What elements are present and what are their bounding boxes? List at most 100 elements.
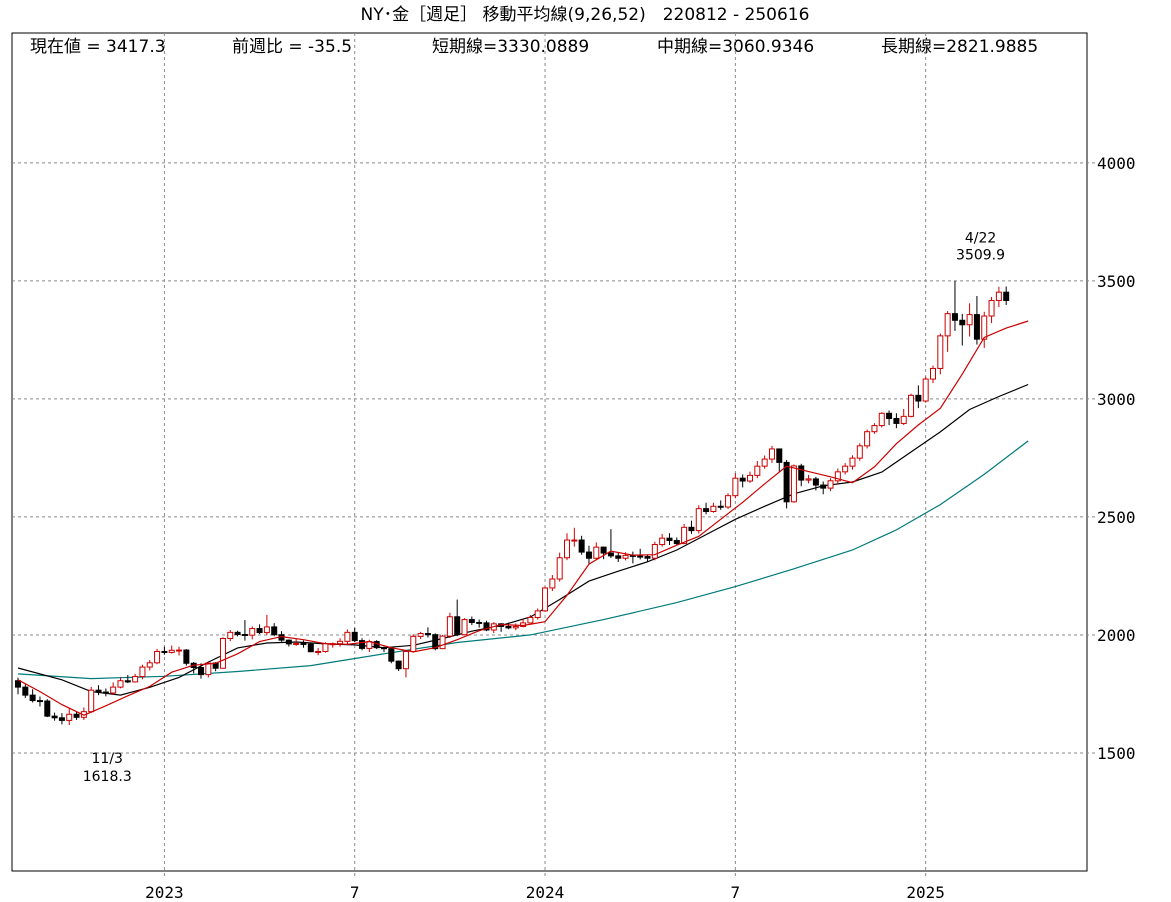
candle-up xyxy=(417,633,424,637)
candle-down xyxy=(183,649,190,664)
candle-up xyxy=(512,625,519,629)
candle-down xyxy=(381,647,387,650)
chart-title: NY･金［週足］ 移動平均線(9,26,52) 220812 - 250616 xyxy=(361,5,810,25)
candle-up xyxy=(227,631,234,639)
candle-down xyxy=(607,552,614,557)
candle-up xyxy=(761,458,768,467)
info-current: 現在値 = 3417.3 xyxy=(30,37,166,57)
candle-down xyxy=(22,686,29,696)
candle-down xyxy=(915,394,922,402)
candle-up xyxy=(168,649,175,653)
low-date-label: 11/3 xyxy=(92,751,123,767)
candle-down xyxy=(432,634,439,650)
x-tick-label: 2023 xyxy=(145,883,184,902)
candle-down xyxy=(783,461,790,503)
y-tick-label: 3500 xyxy=(1097,272,1136,291)
candle-up xyxy=(937,335,944,369)
candle-up xyxy=(154,650,161,664)
candle-up xyxy=(651,544,658,559)
candle-up xyxy=(754,465,761,476)
candle-down xyxy=(29,694,36,702)
candle-up xyxy=(930,367,936,380)
candle-up xyxy=(864,431,871,447)
candle-up xyxy=(856,445,863,459)
candle-up xyxy=(439,635,446,650)
info-long-ma: 長期線=2821.9885 xyxy=(881,37,1038,57)
high-annotation: 4/22 3509.9 xyxy=(956,231,1005,264)
candle-up xyxy=(410,635,417,652)
candle-up xyxy=(117,680,124,688)
candle-up xyxy=(564,539,570,559)
candle-up xyxy=(534,610,541,618)
x-axis-labels: 2023 7 2024 7 2025 xyxy=(145,883,945,902)
candle-up xyxy=(710,505,717,512)
candle-up xyxy=(461,619,468,636)
candle-up xyxy=(900,415,907,424)
candle-up xyxy=(790,465,797,503)
candle-up xyxy=(593,546,600,559)
candle-down xyxy=(951,313,958,321)
candles xyxy=(15,280,1010,726)
x-gridlines xyxy=(163,33,927,877)
candle-up xyxy=(446,616,453,637)
candle-up xyxy=(695,508,702,532)
candle-up xyxy=(110,686,117,694)
high-value-label: 3509.9 xyxy=(956,248,1005,264)
candle-up xyxy=(805,478,812,481)
y-tick-label: 1500 xyxy=(1097,744,1136,763)
candle-down xyxy=(161,650,168,653)
candle-up xyxy=(556,557,563,580)
candle-up xyxy=(944,313,951,337)
candle-up xyxy=(827,480,834,489)
candle-down xyxy=(454,616,461,636)
candle-down xyxy=(798,465,805,481)
x-tick-label: 7 xyxy=(731,883,741,902)
candle-down xyxy=(717,505,724,508)
candle-down xyxy=(351,631,358,642)
candle-down xyxy=(483,622,490,631)
candle-down xyxy=(424,633,431,636)
candle-down xyxy=(271,626,278,636)
candle-down xyxy=(241,633,248,636)
candle-down xyxy=(95,689,102,693)
candle-down xyxy=(637,555,644,558)
candle-down xyxy=(688,526,695,532)
candle-up xyxy=(205,662,212,676)
candle-down xyxy=(959,319,966,326)
candle-up xyxy=(293,642,300,645)
candle-down xyxy=(703,508,710,512)
candle-up xyxy=(988,299,995,317)
y-tick-label: 3000 xyxy=(1097,390,1136,409)
candle-down xyxy=(476,621,483,624)
candle-down xyxy=(234,631,241,635)
candle-up xyxy=(139,666,146,677)
candle-up xyxy=(747,474,753,482)
candle-down xyxy=(585,551,592,559)
candle-down xyxy=(300,642,307,645)
candle-down xyxy=(1003,291,1010,301)
candle-down xyxy=(600,546,607,554)
low-value-label: 1618.3 xyxy=(83,769,132,785)
candle-up xyxy=(263,626,270,634)
candle-up xyxy=(176,649,183,652)
candle-up xyxy=(681,526,688,545)
candle-up xyxy=(315,650,322,653)
candle-down xyxy=(388,648,395,662)
candle-up xyxy=(344,631,351,642)
candle-down xyxy=(395,660,402,670)
candle-down xyxy=(615,555,622,559)
candle-up xyxy=(66,713,73,721)
candle-down xyxy=(102,691,109,694)
candle-down xyxy=(73,713,80,718)
candle-down xyxy=(44,700,51,717)
candle-up xyxy=(732,477,739,497)
candle-up xyxy=(88,689,95,713)
candle-down xyxy=(673,540,680,545)
ma-long xyxy=(17,440,1029,680)
candle-up xyxy=(549,578,556,589)
candle-down xyxy=(776,448,783,463)
candle-down xyxy=(58,717,65,721)
candle-up xyxy=(571,539,578,542)
candle-up xyxy=(132,675,139,683)
